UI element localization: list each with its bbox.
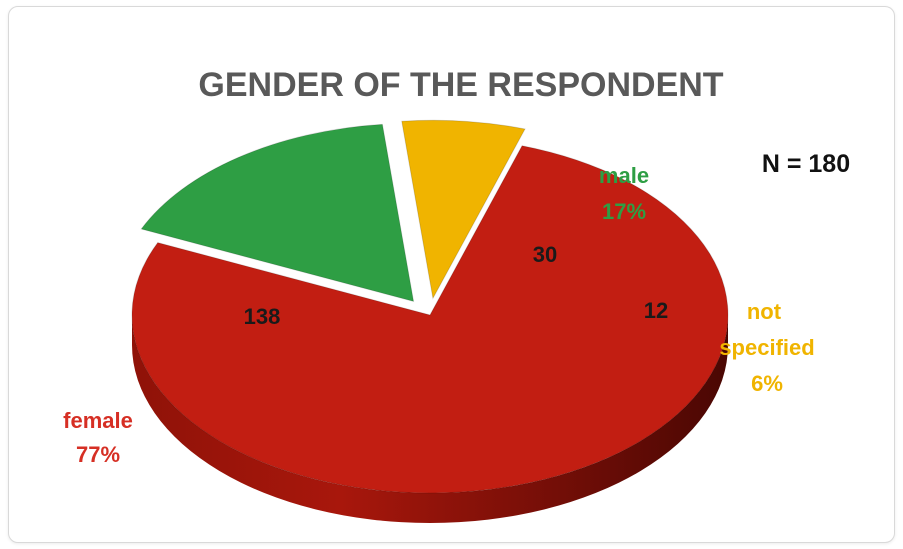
category-label-male: male — [599, 163, 649, 188]
pie-sides — [132, 315, 728, 523]
data-label-male: 30 — [533, 242, 557, 267]
pie-side-female — [132, 315, 728, 523]
sample-size-label: N = 180 — [762, 150, 850, 178]
pie-slice-male — [140, 123, 415, 303]
pie-slice-female — [131, 145, 729, 494]
percent-label-female: 77% — [76, 442, 120, 467]
pie-tops — [131, 119, 729, 494]
data-label-female: 138 — [244, 304, 281, 329]
pie-slice-not-specified — [401, 119, 526, 300]
category-label-female: female — [63, 408, 133, 433]
category-label-not-specified: not specified — [719, 299, 814, 360]
chart-title: GENDER OF THE RESPONDENT — [198, 66, 723, 104]
percent-label-not-specified: 6% — [751, 371, 783, 396]
percent-label-male: 17% — [602, 199, 646, 224]
pie-labels: 138 30 12 female 77% male 17% not specified 6% — [63, 163, 815, 467]
data-label-not-specified: 12 — [644, 298, 668, 323]
